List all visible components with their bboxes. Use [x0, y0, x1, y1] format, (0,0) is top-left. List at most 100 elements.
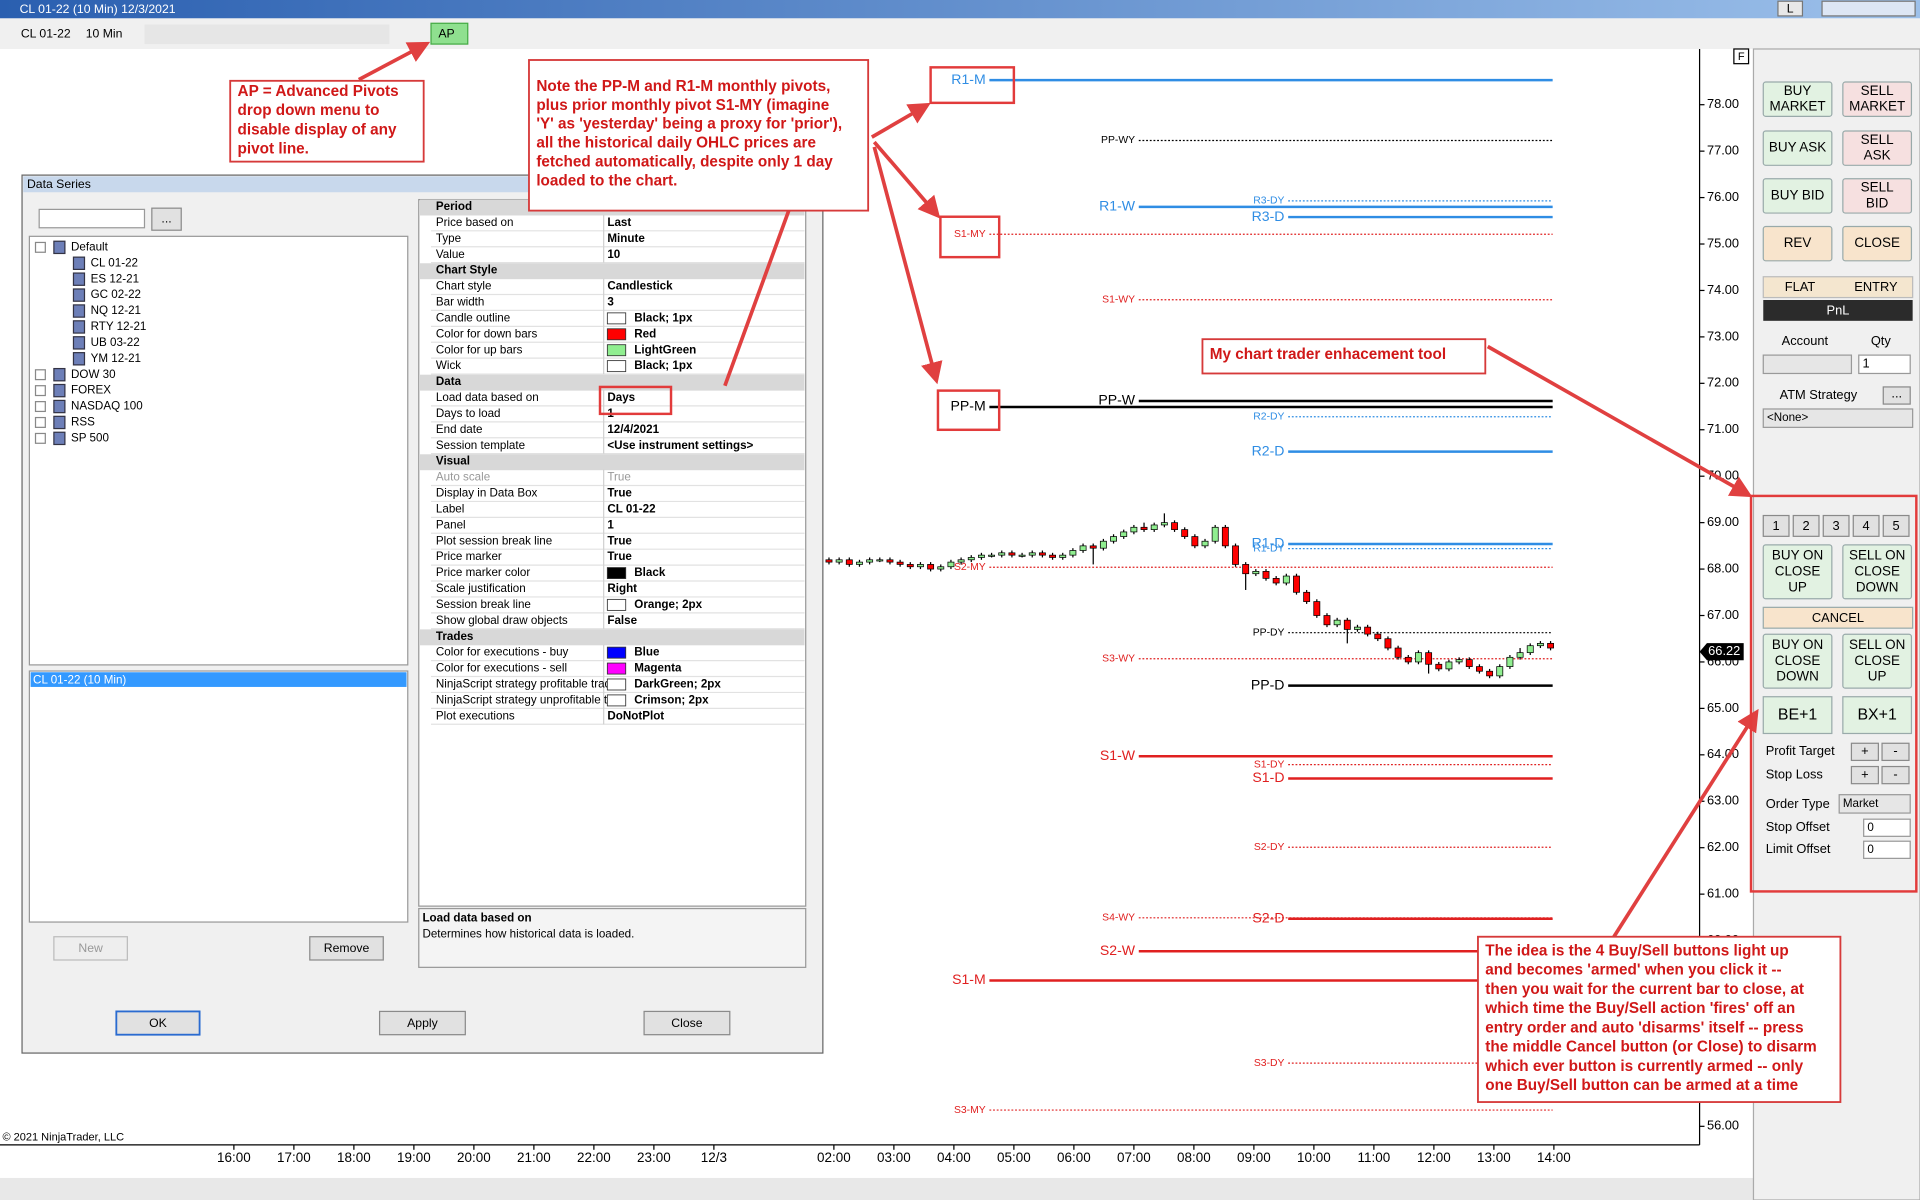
corner-box[interactable]: [1733, 48, 1750, 65]
tree-item[interactable]: NQ 12-21: [91, 304, 141, 317]
prop-value[interactable]: <Use instrument settings>: [607, 439, 753, 452]
trader-button[interactable]: [1842, 633, 1913, 689]
number-button[interactable]: [1762, 514, 1790, 537]
tree-expander[interactable]: [34, 369, 46, 381]
account-select[interactable]: [1762, 354, 1853, 375]
prop-value[interactable]: 10: [607, 248, 620, 261]
break-even-button[interactable]: [1842, 696, 1913, 735]
offset-input[interactable]: [1863, 840, 1911, 859]
prop-value[interactable]: Crimson; 2px: [634, 693, 709, 706]
remove-button[interactable]: [309, 936, 384, 961]
number-button[interactable]: [1792, 514, 1820, 537]
trader-button[interactable]: [1842, 81, 1913, 117]
apply-button[interactable]: [378, 1010, 466, 1036]
prop-value[interactable]: Days: [607, 391, 635, 404]
prop-value[interactable]: False: [607, 614, 637, 627]
tree-expander[interactable]: [34, 385, 46, 397]
prop-value[interactable]: True: [607, 471, 630, 484]
number-button[interactable]: [1852, 514, 1880, 537]
qty-input[interactable]: [1858, 354, 1911, 375]
trader-button[interactable]: [1842, 225, 1913, 262]
tree-item[interactable]: NASDAQ 100: [71, 400, 143, 413]
highlight-box: [598, 385, 673, 416]
trader-text: 4: [1863, 518, 1870, 533]
atm-button[interactable]: [1882, 386, 1911, 405]
cancel-button[interactable]: [1762, 606, 1914, 629]
ok-button[interactable]: [115, 1010, 201, 1036]
tree-item[interactable]: DOW 30: [71, 368, 116, 381]
tree-expander[interactable]: [34, 432, 46, 444]
trader-button[interactable]: [1762, 544, 1833, 600]
prop-value[interactable]: Minute: [607, 232, 645, 245]
trader-button[interactable]: [1762, 178, 1833, 214]
number-button[interactable]: [1882, 514, 1910, 537]
scrollbar[interactable]: [0, 1177, 1754, 1200]
trader-button[interactable]: [1762, 81, 1833, 117]
selected-row[interactable]: [30, 672, 407, 687]
search-box[interactable]: [38, 208, 146, 229]
window-controls[interactable]: [1821, 0, 1916, 17]
atm-select[interactable]: [1762, 408, 1914, 428]
close-button[interactable]: [643, 1010, 731, 1036]
prop-value[interactable]: Black; 1px: [634, 311, 693, 324]
prop-value[interactable]: 1: [607, 518, 614, 531]
trader-button[interactable]: [1842, 178, 1913, 214]
prop-value[interactable]: DoNotPlot: [607, 709, 664, 722]
prop-value[interactable]: True: [607, 550, 632, 563]
tree-item[interactable]: UB 03-22: [91, 336, 140, 349]
tree-expander[interactable]: [34, 416, 46, 428]
tree-item[interactable]: Default: [71, 240, 109, 253]
trader-button[interactable]: [1842, 130, 1913, 166]
prop-value[interactable]: DarkGreen; 2px: [634, 678, 721, 691]
mode-button[interactable]: [1777, 0, 1804, 17]
prop-value[interactable]: LightGreen: [634, 343, 696, 356]
minus-button[interactable]: [1881, 742, 1910, 762]
prop-value[interactable]: Last: [607, 216, 631, 229]
instrument-menu[interactable]: CL 01-22: [21, 27, 71, 41]
y-tick-label: 78.00: [1707, 96, 1739, 111]
ap-button[interactable]: [430, 22, 469, 45]
prop-value[interactable]: True: [607, 487, 632, 500]
prop-value[interactable]: True: [607, 534, 632, 547]
plus-button[interactable]: [1850, 742, 1879, 762]
tree-item[interactable]: CL 01-22: [91, 256, 138, 269]
prop-value[interactable]: Candlestick: [607, 280, 673, 293]
highlight-box: [929, 66, 1016, 105]
tree-item[interactable]: SP 500: [71, 431, 109, 444]
prop-value[interactable]: Right: [607, 582, 637, 595]
tree-item[interactable]: GC 02-22: [91, 288, 141, 301]
break-even-button[interactable]: [1762, 696, 1833, 735]
order-type-select[interactable]: [1838, 794, 1911, 814]
prop-value[interactable]: 12/4/2021: [607, 423, 659, 436]
prop-value[interactable]: Orange; 2px: [634, 598, 702, 611]
minus-button[interactable]: [1881, 765, 1910, 785]
trader-button[interactable]: [1762, 225, 1833, 262]
offset-input[interactable]: [1863, 818, 1911, 837]
tree-item[interactable]: RTY 12-21: [91, 320, 147, 333]
trader-button[interactable]: [1842, 544, 1913, 600]
tree-item[interactable]: FOREX: [71, 384, 111, 397]
prop-value[interactable]: 3: [607, 296, 614, 309]
x-tick-label: 22:00: [577, 1150, 611, 1165]
search-button[interactable]: [151, 207, 182, 231]
y-tick-label: 68.00: [1707, 560, 1739, 575]
prop-value[interactable]: Blue: [634, 646, 660, 659]
tree-expander[interactable]: [34, 401, 46, 413]
tree-item[interactable]: RSS: [71, 416, 95, 429]
tree-item[interactable]: ES 12-21: [91, 272, 139, 285]
new-button[interactable]: [53, 936, 128, 961]
prop-value[interactable]: Magenta: [634, 662, 682, 675]
number-button[interactable]: [1822, 514, 1850, 537]
plus-button[interactable]: [1850, 765, 1879, 785]
interval-menu[interactable]: 10 Min: [86, 27, 123, 41]
trader-button[interactable]: [1762, 633, 1833, 689]
prop-value[interactable]: Red: [634, 327, 656, 340]
tree-item[interactable]: YM 12-21: [91, 352, 141, 365]
prop-value[interactable]: CL 01-22: [607, 502, 655, 515]
prop-value[interactable]: Black; 1px: [634, 359, 693, 372]
prop-value[interactable]: Black: [634, 566, 666, 579]
toolbar-icons[interactable]: [144, 24, 390, 45]
tree-expander[interactable]: [34, 241, 46, 253]
trader-button[interactable]: [1762, 130, 1833, 166]
